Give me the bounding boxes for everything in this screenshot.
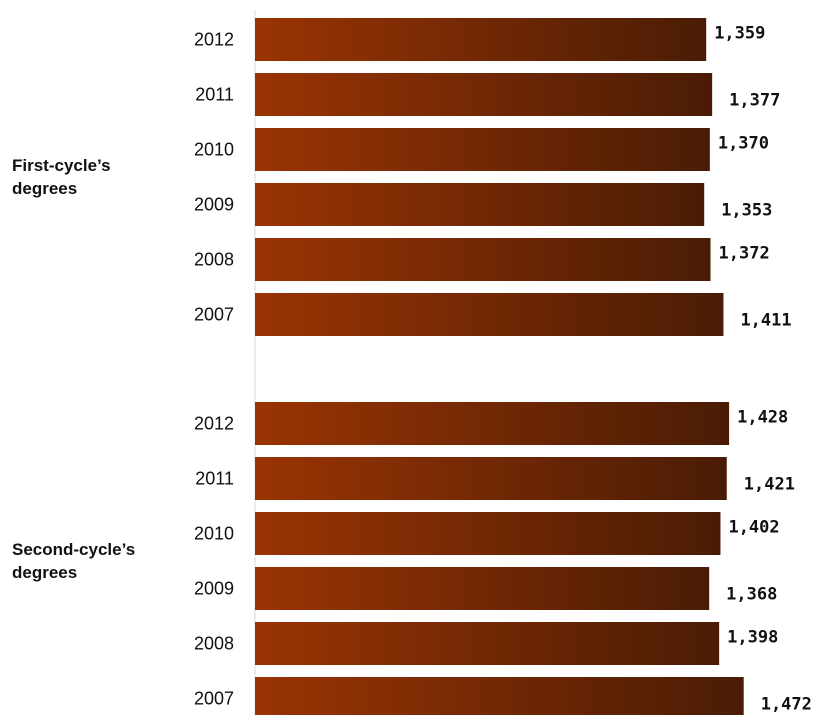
data-label: 1,411 xyxy=(740,311,791,331)
group-label-line: Second-cycle’s xyxy=(12,540,135,559)
bar xyxy=(255,18,707,61)
category-label: 2009 xyxy=(194,195,234,215)
data-label: 1,472 xyxy=(761,695,812,715)
group-label: Second-cycle’s degrees xyxy=(12,540,135,582)
category-label: 2008 xyxy=(194,250,234,270)
data-label: 1,370 xyxy=(718,134,769,154)
bar xyxy=(255,567,710,610)
data-label: 1,372 xyxy=(719,244,770,264)
category-label: 2011 xyxy=(195,85,234,105)
category-label: 2008 xyxy=(194,634,234,654)
category-label: 2011 xyxy=(195,469,234,489)
data-label: 1,402 xyxy=(728,518,779,538)
group-label-line: First-cycle’s xyxy=(12,156,111,175)
category-label: 2012 xyxy=(194,30,234,50)
bar xyxy=(255,402,730,445)
bar xyxy=(255,128,710,171)
bar xyxy=(255,457,727,500)
bar xyxy=(255,73,713,116)
data-label: 1,377 xyxy=(729,91,780,111)
bar xyxy=(255,238,711,281)
bar xyxy=(255,183,705,226)
category-label: 2010 xyxy=(194,140,234,160)
data-label: 1,368 xyxy=(726,585,777,605)
bar xyxy=(255,512,721,555)
group-label-line: degrees xyxy=(12,179,77,198)
category-label: 2009 xyxy=(194,579,234,599)
group-label: First-cycle’s degrees xyxy=(12,156,111,198)
bar xyxy=(255,677,744,715)
data-label: 1,398 xyxy=(727,628,778,648)
category-label: 2010 xyxy=(194,524,234,544)
bar xyxy=(255,622,720,665)
category-label: 2007 xyxy=(194,689,234,709)
data-label: 1,353 xyxy=(721,201,772,221)
group-label-line: degrees xyxy=(12,563,77,582)
data-label: 1,359 xyxy=(714,24,765,44)
category-label: 2012 xyxy=(194,414,234,434)
bar xyxy=(255,293,724,336)
category-label: 2007 xyxy=(194,305,234,325)
data-label: 1,428 xyxy=(737,408,788,428)
data-label: 1,421 xyxy=(744,475,795,495)
